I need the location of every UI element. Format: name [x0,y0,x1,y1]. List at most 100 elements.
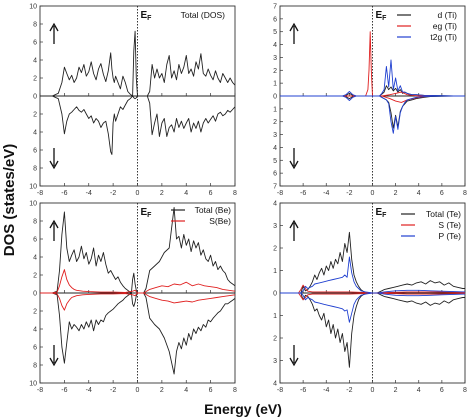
series-line-down [280,292,465,301]
x-tick-label: 0 [136,190,140,197]
y-tick-label: 4 [33,130,37,137]
series-line-up [40,269,235,294]
y-tick-label: 2 [33,112,37,119]
x-tick-label: 6 [209,387,213,394]
series-line-up [280,256,465,294]
y-axis-title: DOS (states/eV) [1,144,18,257]
legend-entry: eg (Ti) [433,21,457,31]
spin-up-arrowhead [49,219,59,229]
x-tick-label: -2 [346,190,352,197]
series-2 [280,59,465,134]
x-tick-label: -6 [61,387,67,394]
panel-p2: -8 -6 -4 -2 0 2 4 6 8 7 6 5 4 3 2 1 0 1 2 3 4 5 6 7 EF d (Ti)eg (… [273,4,467,198]
y-tick-label: 6 [33,40,37,47]
y-tick-label: 3 [273,358,277,365]
fermi-level-label: EF [141,10,153,22]
y-tick-label: 10 [29,184,37,191]
y-tick-label: 2 [273,246,277,253]
x-tick-label: -2 [110,387,116,394]
x-tick-label: 4 [417,190,421,197]
panel-p4: -8 -6 -4 -2 0 2 4 6 8 4 3 2 1 0 1 2 3 4 EF Total (Te)S (Te)… [273,201,467,395]
spin-up-arrowhead [289,219,299,229]
y-tick-label: 1 [273,81,277,88]
x-tick-label: 0 [371,190,375,197]
y-tick-label: 2 [273,119,277,126]
fermi-level-label: EF [141,207,153,219]
x-tick-label: -4 [323,190,329,197]
spin-down-arrowhead [289,160,299,170]
y-tick-label: 0 [33,291,37,298]
x-tick-label: -8 [277,387,283,394]
y-tick-label: 5 [273,29,277,36]
y-tick-label: 0 [273,291,277,298]
series-2 [280,256,465,323]
x-tick-label: 6 [209,190,213,197]
y-tick-label: 10 [29,201,37,208]
x-tick-label: 4 [184,190,188,197]
legend-entry: d (Ti) [437,10,457,20]
y-tick-label: 0 [33,94,37,101]
y-tick-label: 4 [33,255,37,262]
y-tick-label: 2 [273,336,277,343]
legend-entry: P (Te) [438,231,461,241]
x-tick-label: 8 [463,190,467,197]
y-tick-label: 6 [273,171,277,178]
x-tick-label: 8 [463,387,467,394]
series-line-down [40,95,235,155]
x-tick-label: -8 [37,387,43,394]
y-tick-label: 10 [29,381,37,388]
x-tick-label: 2 [160,190,164,197]
x-tick-label: 2 [394,387,398,394]
y-tick-label: 6 [33,345,37,352]
series-line-up [280,231,465,294]
x-tick-label: -6 [61,190,67,197]
x-tick-label: 6 [440,190,444,197]
y-tick-label: 4 [273,201,277,208]
x-tick-label: 8 [233,190,237,197]
legend-entry: Total (DOS) [181,10,226,20]
series-line-down [40,292,235,311]
fermi-level-label: EF [376,10,388,22]
x-tick-label: 2 [160,387,164,394]
panel-p1: -8 -6 -4 -2 0 2 4 6 8 10 8 6 4 2 0 2 4 6 8 10 EF Total (DOS) [29,4,237,198]
spin-up-arrowhead [289,22,299,32]
y-tick-label: 2 [33,273,37,280]
series-0 [280,231,465,368]
y-tick-label: 6 [33,148,37,155]
x-tick-label: -6 [300,190,306,197]
y-tick-label: 2 [33,76,37,83]
fermi-level-label-subscript: F [147,212,152,219]
x-tick-label: 2 [394,190,398,197]
x-tick-label: 6 [440,387,444,394]
y-tick-label: 3 [273,55,277,62]
y-tick-label: 4 [273,381,277,388]
fermi-level-label-subscript: F [382,15,387,22]
series-line-up [280,59,465,97]
series-line-up [40,207,235,294]
x-axis-title: Energy (eV) [204,401,282,417]
series-0 [40,30,235,155]
y-tick-label: 8 [33,219,37,226]
y-tick-label: 4 [33,327,37,334]
x-tick-label: 4 [184,387,188,394]
x-tick-label: -6 [300,387,306,394]
x-tick-label: -4 [323,387,329,394]
y-tick-label: 6 [273,16,277,23]
y-tick-label: 7 [273,184,277,191]
x-tick-label: -2 [110,190,116,197]
y-tick-label: 1 [273,106,277,113]
y-tick-label: 4 [33,58,37,65]
y-tick-label: 10 [29,4,37,11]
x-tick-label: 4 [417,387,421,394]
y-tick-label: 2 [33,309,37,316]
spin-down-arrowhead [49,160,59,170]
x-tick-label: -2 [346,387,352,394]
x-tick-label: 0 [136,387,140,394]
y-tick-label: 6 [33,237,37,244]
x-tick-label: 0 [371,387,375,394]
panel-p3: -8 -6 -4 -2 0 2 4 6 8 10 8 6 4 2 0 2 4 6 8 10 EF Total (Be)S(… [29,201,237,395]
y-tick-label: 2 [273,68,277,75]
fermi-level-label-subscript: F [382,212,387,219]
y-tick-label: 7 [273,4,277,11]
